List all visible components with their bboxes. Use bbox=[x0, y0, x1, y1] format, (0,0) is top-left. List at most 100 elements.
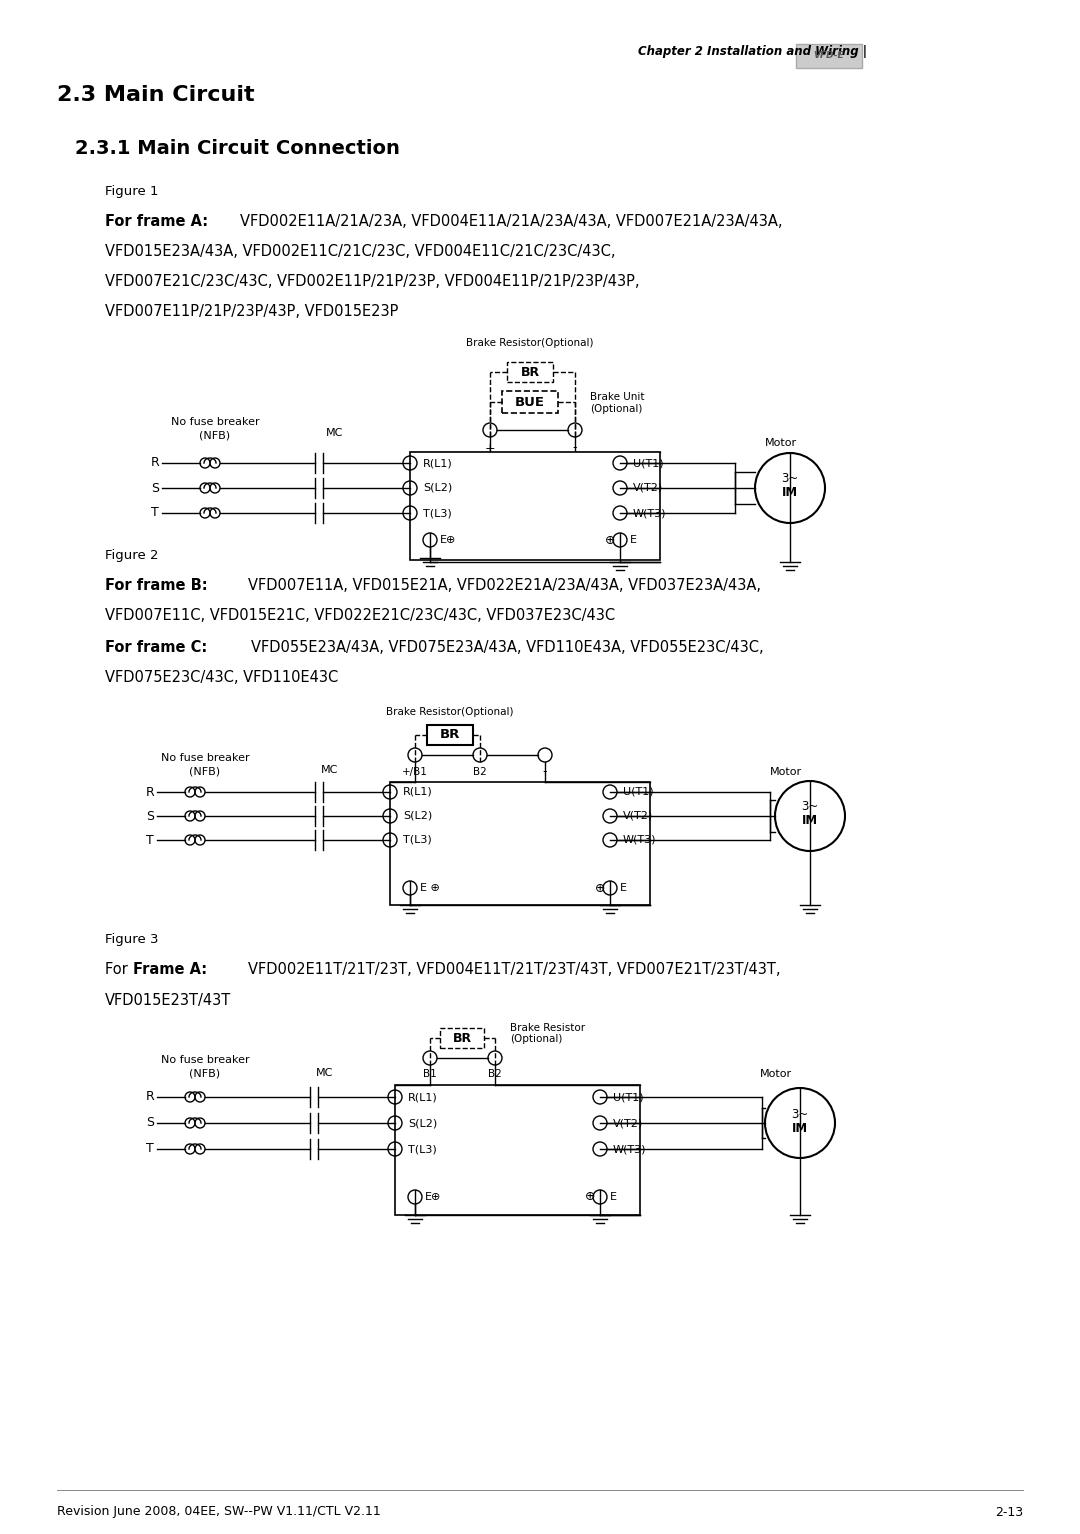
Text: T: T bbox=[151, 506, 159, 520]
Text: VFD007E11A, VFD015E21A, VFD022E21A/23A/43A, VFD037E23A/43A,: VFD007E11A, VFD015E21A, VFD022E21A/23A/4… bbox=[248, 578, 761, 594]
Text: IM: IM bbox=[782, 486, 798, 500]
Text: W(T3): W(T3) bbox=[623, 834, 657, 845]
Text: Motor: Motor bbox=[765, 439, 797, 448]
FancyBboxPatch shape bbox=[427, 726, 473, 746]
Text: S(L2): S(L2) bbox=[408, 1118, 437, 1127]
Text: S: S bbox=[151, 482, 159, 494]
Text: VFD002E11A/21A/23A, VFD004E11A/21A/23A/43A, VFD007E21A/23A/43A,: VFD002E11A/21A/23A, VFD004E11A/21A/23A/4… bbox=[240, 215, 783, 230]
Text: (NFB): (NFB) bbox=[200, 430, 230, 440]
FancyBboxPatch shape bbox=[440, 1028, 484, 1048]
Bar bbox=[390, 782, 650, 905]
Text: +/B1: +/B1 bbox=[402, 767, 428, 778]
Text: E: E bbox=[610, 1192, 617, 1203]
Text: Brake Resistor(Optional): Brake Resistor(Optional) bbox=[467, 337, 594, 348]
Text: 2-13: 2-13 bbox=[995, 1505, 1023, 1519]
Text: R: R bbox=[146, 1091, 154, 1103]
Text: Brake Unit: Brake Unit bbox=[590, 393, 645, 402]
Text: U(T1): U(T1) bbox=[613, 1092, 644, 1101]
Bar bbox=[410, 453, 660, 560]
Text: For: For bbox=[105, 962, 133, 977]
Text: Brake Resistor: Brake Resistor bbox=[510, 1023, 585, 1032]
Text: VFD055E23A/43A, VFD075E23A/43A, VFD110E43A, VFD055E23C/43C,: VFD055E23A/43A, VFD075E23A/43A, VFD110E4… bbox=[251, 641, 764, 655]
Text: S: S bbox=[146, 810, 154, 822]
Text: VFD015E23T/43T: VFD015E23T/43T bbox=[105, 992, 231, 1008]
Text: R: R bbox=[146, 785, 154, 799]
Bar bbox=[395, 1085, 640, 1215]
Text: VFD002E11T/21T/23T, VFD004E11T/21T/23T/43T, VFD007E21T/23T/43T,: VFD002E11T/21T/23T, VFD004E11T/21T/23T/4… bbox=[248, 962, 781, 977]
Text: R(L1): R(L1) bbox=[408, 1092, 437, 1101]
Text: B1: B1 bbox=[423, 1069, 437, 1078]
Text: T: T bbox=[146, 833, 153, 847]
Text: VFD075E23C/43C, VFD110E43C: VFD075E23C/43C, VFD110E43C bbox=[105, 670, 338, 686]
Text: S: S bbox=[146, 1117, 154, 1129]
Text: For frame B:: For frame B: bbox=[105, 578, 207, 594]
Text: T: T bbox=[146, 1143, 153, 1155]
Text: For frame C:: For frame C: bbox=[105, 641, 207, 655]
Text: S(L2): S(L2) bbox=[403, 811, 432, 821]
Text: Frame A:: Frame A: bbox=[133, 962, 207, 977]
Text: Figure 2: Figure 2 bbox=[105, 549, 159, 563]
Text: VFD007E11P/21P/23P/43P, VFD015E23P: VFD007E11P/21P/23P/43P, VFD015E23P bbox=[105, 305, 399, 319]
Text: U(T1): U(T1) bbox=[633, 459, 663, 468]
Text: V(T2): V(T2) bbox=[633, 483, 663, 492]
Text: BUE: BUE bbox=[515, 396, 545, 408]
Text: Motor: Motor bbox=[770, 767, 802, 778]
Text: MC: MC bbox=[326, 428, 343, 439]
Text: (NFB): (NFB) bbox=[189, 1068, 220, 1078]
Text: 3~: 3~ bbox=[792, 1108, 809, 1120]
Text: T(L3): T(L3) bbox=[423, 508, 451, 518]
FancyBboxPatch shape bbox=[502, 391, 558, 413]
Text: VFD015E23A/43A, VFD002E11C/21C/23C, VFD004E11C/21C/23C/43C,: VFD015E23A/43A, VFD002E11C/21C/23C, VFD0… bbox=[105, 244, 616, 259]
Text: No fuse breaker: No fuse breaker bbox=[161, 753, 249, 762]
Text: ⊕: ⊕ bbox=[594, 882, 605, 894]
Text: -: - bbox=[572, 442, 577, 454]
Text: E⊕: E⊕ bbox=[426, 1192, 442, 1203]
FancyBboxPatch shape bbox=[796, 44, 862, 67]
Text: MC: MC bbox=[316, 1068, 334, 1078]
Text: ⊕: ⊕ bbox=[605, 534, 615, 546]
Text: BR: BR bbox=[440, 729, 460, 741]
Text: B2: B2 bbox=[473, 767, 487, 778]
Text: E: E bbox=[620, 884, 627, 893]
Text: No fuse breaker: No fuse breaker bbox=[161, 1055, 249, 1065]
Text: V(T2): V(T2) bbox=[613, 1118, 644, 1127]
Text: +: + bbox=[485, 442, 496, 454]
Text: (NFB): (NFB) bbox=[189, 765, 220, 776]
Text: E ⊕: E ⊕ bbox=[420, 884, 440, 893]
Text: R(L1): R(L1) bbox=[403, 787, 433, 798]
Text: VFD-E: VFD-E bbox=[813, 51, 845, 60]
Text: V(T2): V(T2) bbox=[623, 811, 653, 821]
Text: B2: B2 bbox=[488, 1069, 502, 1078]
Text: Chapter 2 Installation and Wiring |: Chapter 2 Installation and Wiring | bbox=[638, 46, 867, 58]
Text: ⊕: ⊕ bbox=[584, 1190, 595, 1204]
Text: Revision June 2008, 04EE, SW--PW V1.11/CTL V2.11: Revision June 2008, 04EE, SW--PW V1.11/C… bbox=[57, 1505, 381, 1519]
Text: (Optional): (Optional) bbox=[510, 1034, 563, 1045]
Text: Figure 1: Figure 1 bbox=[105, 186, 159, 198]
Text: 3~: 3~ bbox=[801, 801, 819, 813]
Text: T(L3): T(L3) bbox=[408, 1144, 436, 1154]
Text: S(L2): S(L2) bbox=[423, 483, 453, 492]
Text: VFD007E21C/23C/43C, VFD002E11P/21P/23P, VFD004E11P/21P/23P/43P,: VFD007E21C/23C/43C, VFD002E11P/21P/23P, … bbox=[105, 275, 639, 290]
Text: Brake Resistor(Optional): Brake Resistor(Optional) bbox=[387, 707, 514, 716]
Text: (Optional): (Optional) bbox=[590, 403, 643, 414]
Text: 3~: 3~ bbox=[781, 472, 798, 485]
Text: R(L1): R(L1) bbox=[423, 459, 453, 468]
Text: BR: BR bbox=[521, 365, 540, 379]
Text: MC: MC bbox=[322, 765, 339, 775]
Text: E⊕: E⊕ bbox=[440, 535, 457, 545]
Text: 2.3.1 Main Circuit Connection: 2.3.1 Main Circuit Connection bbox=[75, 138, 400, 158]
Text: U(T1): U(T1) bbox=[623, 787, 653, 798]
FancyBboxPatch shape bbox=[507, 362, 553, 382]
Text: R: R bbox=[150, 457, 160, 469]
Text: IM: IM bbox=[792, 1121, 808, 1135]
Text: T(L3): T(L3) bbox=[403, 834, 432, 845]
Text: VFD007E11C, VFD015E21C, VFD022E21C/23C/43C, VFD037E23C/43C: VFD007E11C, VFD015E21C, VFD022E21C/23C/4… bbox=[105, 609, 616, 623]
Text: -: - bbox=[543, 765, 548, 778]
Text: Figure 3: Figure 3 bbox=[105, 934, 159, 946]
Text: For frame A:: For frame A: bbox=[105, 215, 208, 230]
Text: 2.3 Main Circuit: 2.3 Main Circuit bbox=[57, 84, 255, 104]
Text: E: E bbox=[630, 535, 637, 545]
Text: BR: BR bbox=[453, 1031, 472, 1045]
Text: Motor: Motor bbox=[760, 1069, 792, 1078]
Text: No fuse breaker: No fuse breaker bbox=[171, 417, 259, 426]
